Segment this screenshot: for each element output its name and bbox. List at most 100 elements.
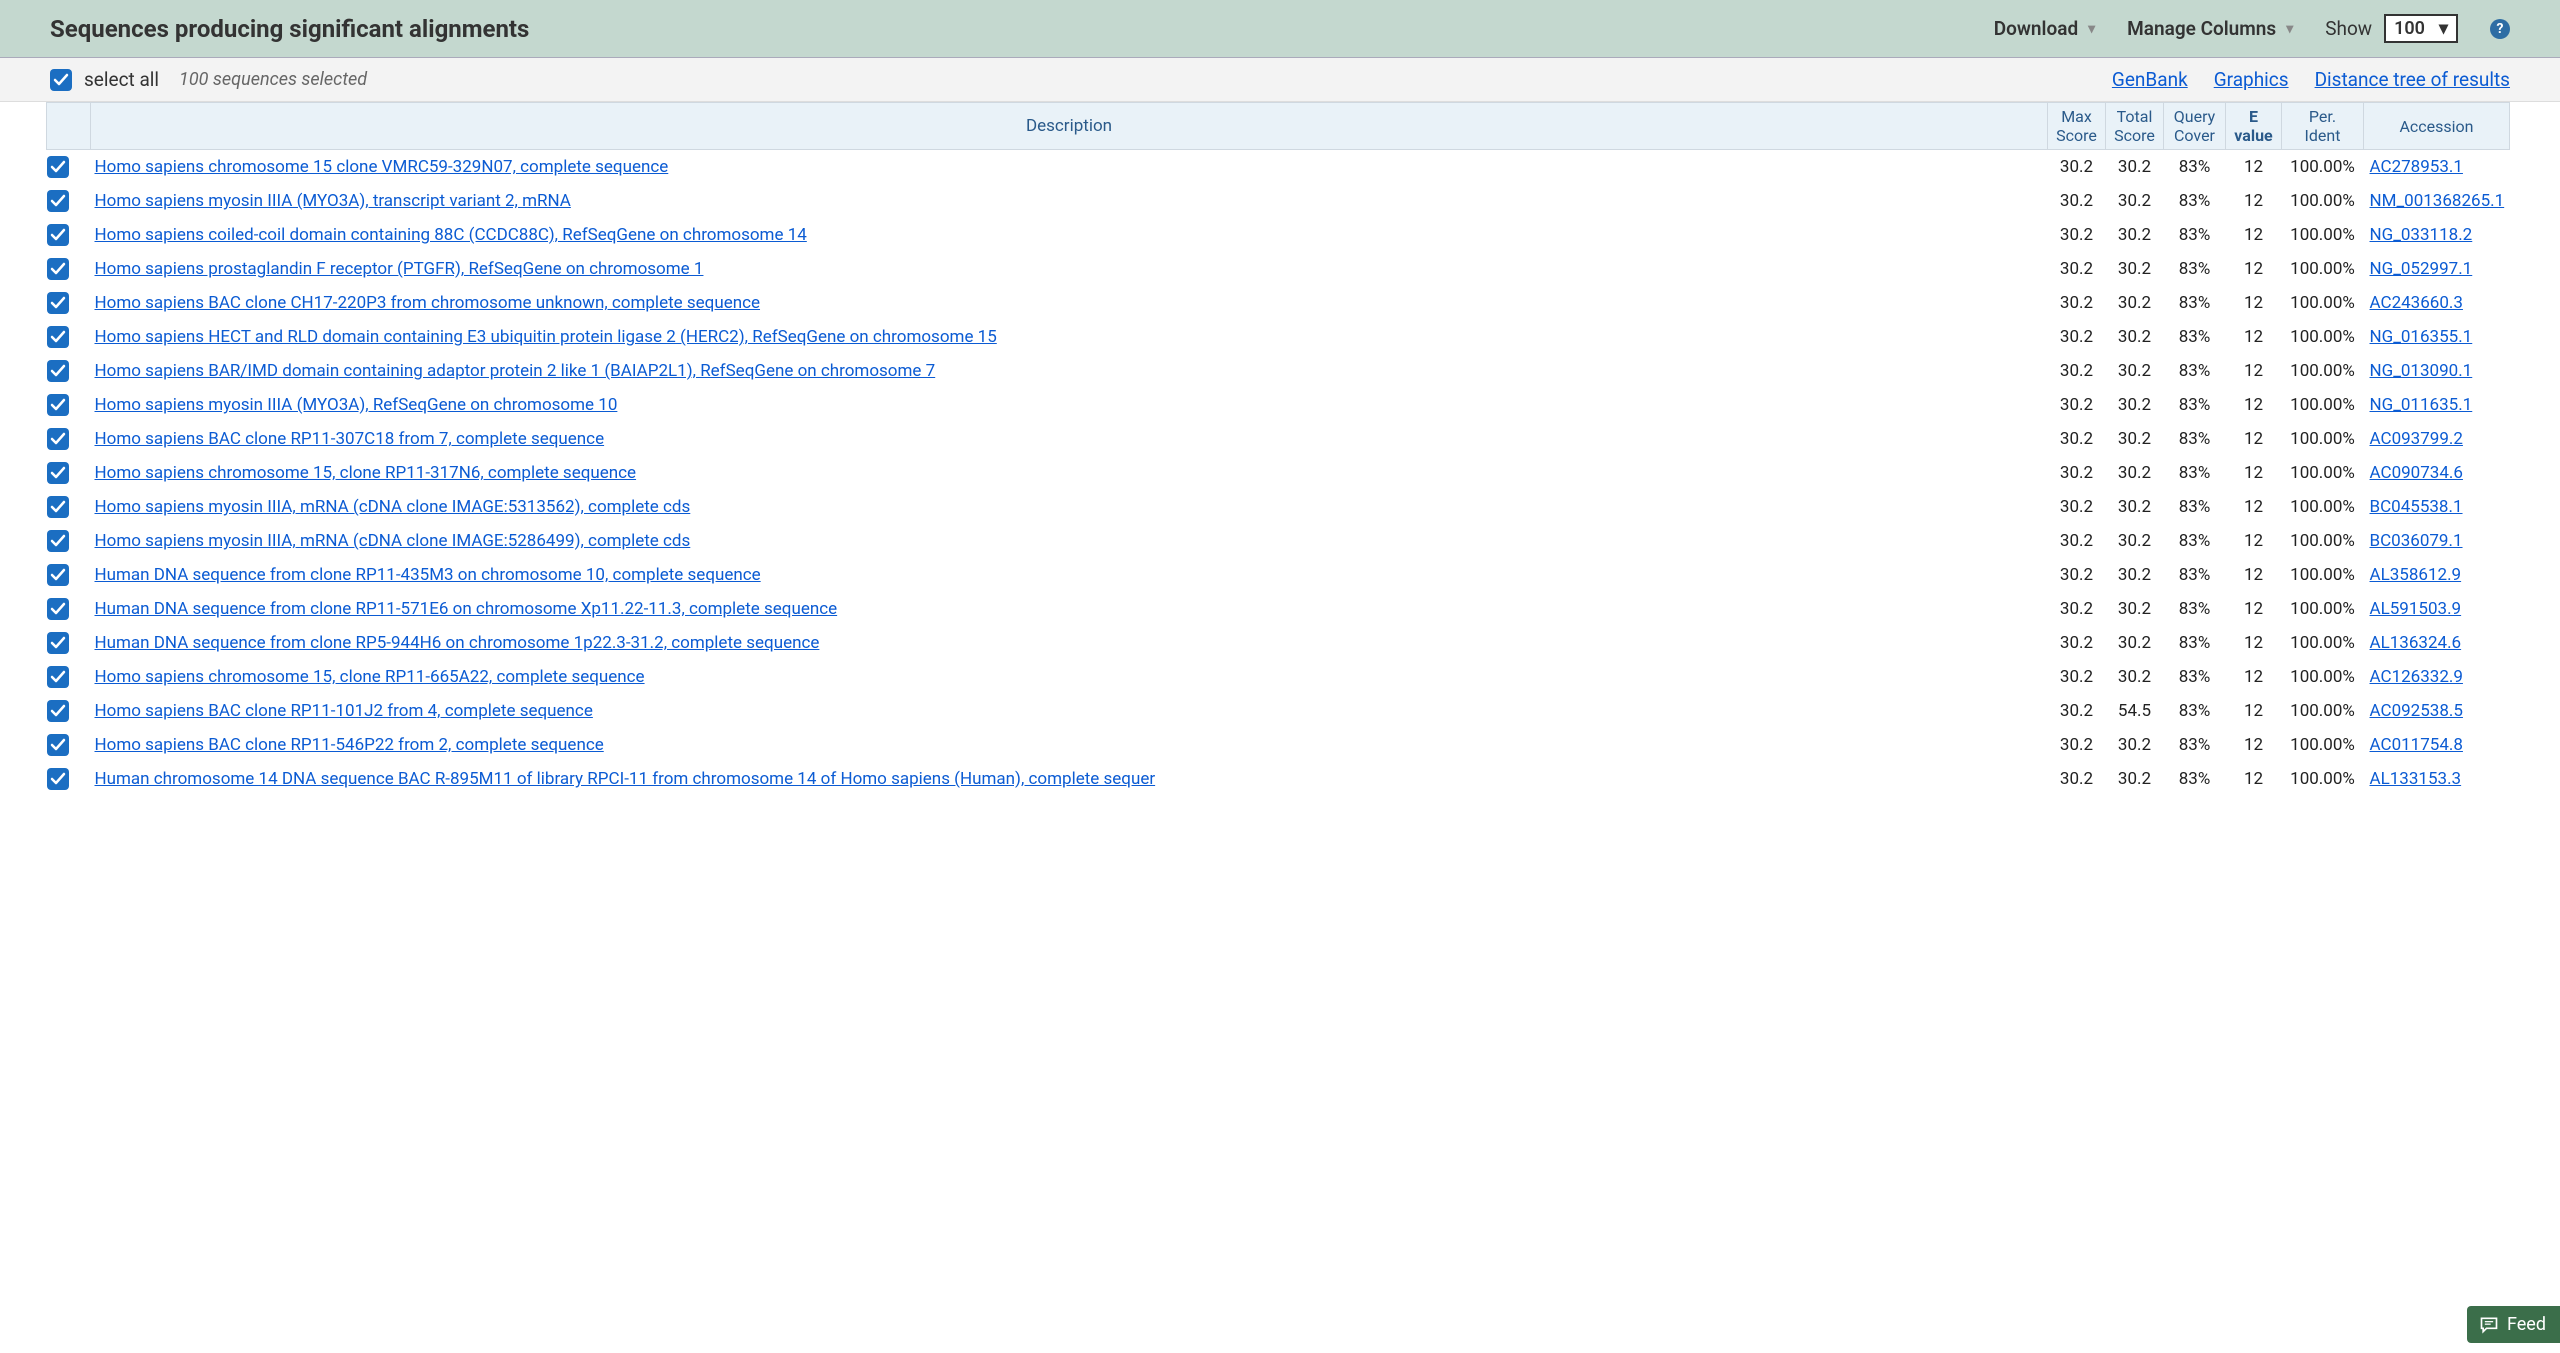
row-checkbox[interactable]: [47, 700, 69, 722]
accession-link[interactable]: AC092538.5: [2370, 701, 2463, 721]
check-icon: [50, 635, 66, 651]
e-value: 12: [2226, 626, 2282, 660]
check-icon: [50, 601, 66, 617]
row-checkbox[interactable]: [47, 428, 69, 450]
download-button[interactable]: Download ▾: [1994, 17, 2095, 40]
e-value: 12: [2226, 184, 2282, 218]
row-checkbox[interactable]: [47, 632, 69, 654]
description-link[interactable]: Homo sapiens BAR/IMD domain containing a…: [95, 361, 936, 381]
row-checkbox[interactable]: [47, 666, 69, 688]
description-link[interactable]: Homo sapiens chromosome 15, clone RP11-6…: [95, 667, 645, 687]
check-icon: [50, 329, 66, 345]
row-checkbox[interactable]: [47, 190, 69, 212]
per-ident: 100.00%: [2282, 762, 2364, 796]
genbank-link[interactable]: GenBank: [2112, 68, 2188, 91]
e-value: 12: [2226, 252, 2282, 286]
accession-link[interactable]: BC045538.1: [2370, 497, 2463, 517]
check-icon: [50, 261, 66, 277]
e-value: 12: [2226, 286, 2282, 320]
row-checkbox[interactable]: [47, 496, 69, 518]
description-link[interactable]: Homo sapiens myosin IIIA, mRNA (cDNA clo…: [95, 497, 691, 517]
description-link[interactable]: Homo sapiens HECT and RLD domain contain…: [95, 327, 997, 347]
per-ident: 100.00%: [2282, 218, 2364, 252]
accession-link[interactable]: AL591503.9: [2370, 599, 2462, 619]
feedback-tab[interactable]: Feed: [2467, 1306, 2560, 1343]
total-score: 30.2: [2106, 762, 2164, 796]
accession-link[interactable]: AC278953.1: [2370, 157, 2463, 177]
description-link[interactable]: Homo sapiens coiled-coil domain containi…: [95, 225, 807, 245]
description-link[interactable]: Homo sapiens BAC clone RP11-101J2 from 4…: [95, 701, 593, 721]
row-checkbox[interactable]: [47, 156, 69, 178]
row-checkbox[interactable]: [47, 360, 69, 382]
select-all-checkbox[interactable]: [50, 69, 72, 91]
description-link[interactable]: Homo sapiens prostaglandin F receptor (P…: [95, 259, 704, 279]
e-value: 12: [2226, 320, 2282, 354]
query-cover: 83%: [2164, 354, 2226, 388]
accession-link[interactable]: NG_033118.2: [2370, 225, 2473, 245]
col-per-ident[interactable]: Per.Ident: [2282, 103, 2364, 150]
row-checkbox[interactable]: [47, 768, 69, 790]
description-link[interactable]: Human chromosome 14 DNA sequence BAC R-8…: [95, 769, 1156, 789]
show-count-select[interactable]: 100 ▾: [2384, 14, 2458, 43]
max-score: 30.2: [2048, 728, 2106, 762]
accession-link[interactable]: NG_052997.1: [2370, 259, 2473, 279]
accession-link[interactable]: AL358612.9: [2370, 565, 2462, 585]
chevron-down-icon: ▾: [2286, 21, 2293, 37]
row-checkbox[interactable]: [47, 258, 69, 280]
accession-link[interactable]: AC011754.8: [2370, 735, 2463, 755]
description-link[interactable]: Homo sapiens myosin IIIA (MYO3A), transc…: [95, 191, 571, 211]
accession-link[interactable]: AL136324.6: [2370, 633, 2462, 653]
row-checkbox[interactable]: [47, 734, 69, 756]
accession-link[interactable]: NG_011635.1: [2370, 395, 2473, 415]
accession-link[interactable]: NG_013090.1: [2370, 361, 2473, 381]
row-checkbox[interactable]: [47, 462, 69, 484]
help-icon[interactable]: ?: [2490, 19, 2510, 39]
description-link[interactable]: Homo sapiens BAC clone CH17-220P3 from c…: [95, 293, 761, 313]
description-link[interactable]: Homo sapiens BAC clone RP11-546P22 from …: [95, 735, 604, 755]
description-link[interactable]: Homo sapiens myosin IIIA, mRNA (cDNA clo…: [95, 531, 691, 551]
row-checkbox[interactable]: [47, 394, 69, 416]
row-checkbox[interactable]: [47, 530, 69, 552]
graphics-link[interactable]: Graphics: [2214, 68, 2289, 91]
description-link[interactable]: Human DNA sequence from clone RP11-435M3…: [95, 565, 761, 585]
col-accession[interactable]: Accession: [2364, 103, 2510, 150]
accession-link[interactable]: NM_001368265.1: [2370, 191, 2505, 211]
description-link[interactable]: Homo sapiens BAC clone RP11-307C18 from …: [95, 429, 605, 449]
col-e-value[interactable]: Evalue: [2226, 103, 2282, 150]
table-row: Homo sapiens chromosome 15, clone RP11-3…: [47, 456, 2510, 490]
table-row: Human DNA sequence from clone RP11-571E6…: [47, 592, 2510, 626]
row-checkbox[interactable]: [47, 598, 69, 620]
check-icon: [50, 771, 66, 787]
description-link[interactable]: Homo sapiens chromosome 15 clone VMRC59-…: [95, 157, 669, 177]
row-checkbox[interactable]: [47, 564, 69, 586]
header-controls: Download ▾ Manage Columns ▾ Show 100 ▾ ?: [1994, 14, 2510, 43]
accession-link[interactable]: AC126332.9: [2370, 667, 2463, 687]
row-checkbox[interactable]: [47, 292, 69, 314]
max-score: 30.2: [2048, 150, 2106, 185]
manage-columns-button[interactable]: Manage Columns ▾: [2127, 17, 2293, 40]
description-link[interactable]: Homo sapiens myosin IIIA (MYO3A), RefSeq…: [95, 395, 618, 415]
accession-link[interactable]: AL133153.3: [2370, 769, 2462, 789]
query-cover: 83%: [2164, 184, 2226, 218]
accession-link[interactable]: AC093799.2: [2370, 429, 2463, 449]
results-table-wrap: Description MaxScore TotalScore QueryCov…: [0, 102, 2560, 796]
col-query-cover[interactable]: QueryCover: [2164, 103, 2226, 150]
row-checkbox[interactable]: [47, 326, 69, 348]
accession-link[interactable]: AC090734.6: [2370, 463, 2463, 483]
description-link[interactable]: Human DNA sequence from clone RP5-944H6 …: [95, 633, 820, 653]
distance-tree-link[interactable]: Distance tree of results: [2315, 68, 2510, 91]
e-value: 12: [2226, 728, 2282, 762]
col-description[interactable]: Description: [91, 103, 2048, 150]
max-score: 30.2: [2048, 252, 2106, 286]
col-total-score[interactable]: TotalScore: [2106, 103, 2164, 150]
accession-link[interactable]: BC036079.1: [2370, 531, 2463, 551]
table-row: Homo sapiens myosin IIIA (MYO3A), RefSeq…: [47, 388, 2510, 422]
check-icon: [50, 499, 66, 515]
row-checkbox[interactable]: [47, 224, 69, 246]
col-max-score[interactable]: MaxScore: [2048, 103, 2106, 150]
accession-link[interactable]: AC243660.3: [2370, 293, 2463, 313]
description-link[interactable]: Homo sapiens chromosome 15, clone RP11-3…: [95, 463, 637, 483]
description-link[interactable]: Human DNA sequence from clone RP11-571E6…: [95, 599, 838, 619]
accession-link[interactable]: NG_016355.1: [2370, 327, 2473, 347]
max-score: 30.2: [2048, 558, 2106, 592]
